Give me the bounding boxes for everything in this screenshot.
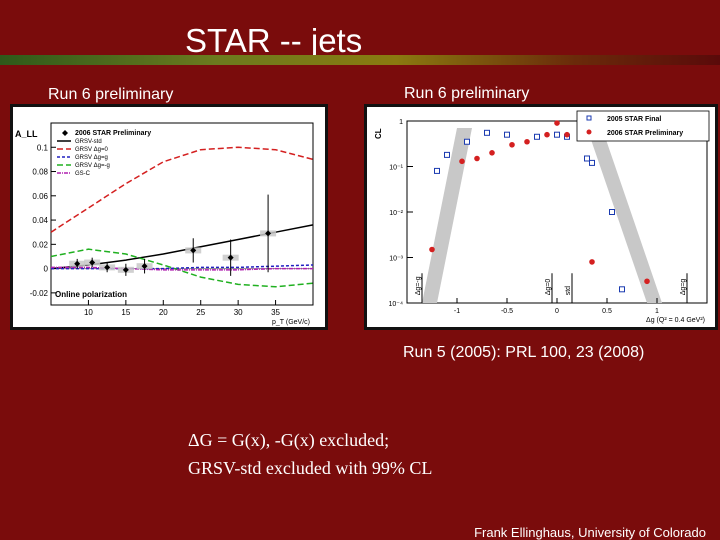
- data-point-final: [444, 151, 450, 158]
- slide-title: STAR -- jets: [185, 22, 363, 59]
- data-point-final: [464, 138, 470, 145]
- data-point-preliminary: [429, 246, 435, 253]
- legend-entry: 2005 STAR Final: [607, 116, 661, 123]
- data-point: [74, 260, 81, 267]
- confidence-chart-panel: 10⁻⁴ 10⁻³ 10⁻² 10⁻¹ 1 -1 -0.5 0 0.5 1 CL Δg (Q² = 0…: [364, 104, 718, 330]
- data-point: [89, 259, 96, 266]
- x-axis-label: Δg (Q² = 0.4 GeV²): [646, 317, 705, 324]
- y-tick-label: 0.1: [37, 143, 49, 152]
- reference-label: std: [565, 286, 572, 295]
- conclusion-line-1: ΔG = G(x), -G(x) excluded;: [188, 430, 390, 450]
- x-tick-label: -0.5: [501, 308, 513, 315]
- plot-frame: [50, 122, 314, 306]
- legend-box: [576, 110, 710, 142]
- data-point-preliminary: [554, 120, 560, 126]
- x-tick-label: -1: [454, 308, 460, 315]
- data-point-final: [589, 159, 595, 166]
- data-point-preliminary: [509, 141, 515, 148]
- reference-label: Δg=-g: [415, 276, 422, 295]
- legend-entry: GRSV Δg=0: [75, 147, 109, 153]
- cl-band: [587, 128, 662, 303]
- x-tick-label: 35: [271, 308, 280, 317]
- y-tick-label: 0.02: [32, 240, 48, 249]
- data-point-final: [554, 131, 560, 138]
- y-tick-label: 0.08: [32, 168, 48, 177]
- reference-label: Δg=0: [545, 279, 552, 296]
- legend-entry: GRSV Δg=-g: [75, 163, 110, 169]
- right-panel-label: Run 6 preliminary: [404, 85, 530, 102]
- data-point-final: [504, 131, 510, 138]
- data-point-preliminary: [544, 131, 550, 138]
- legend-entry: 2006 STAR Preliminary: [75, 130, 151, 137]
- y-tick-label: 10⁻⁴: [389, 301, 404, 308]
- asymmetry-chart: -0.02 0 0.02 0.04 0.06 0.08 0.1 10 15 20 25 30 35 A_L…: [15, 122, 314, 326]
- y-tick-label: 10⁻³: [389, 256, 403, 263]
- title-underline: [0, 55, 720, 65]
- data-point: [227, 254, 234, 261]
- theory-curve: [51, 266, 313, 271]
- x-axis-label: p_T (GeV/c): [272, 319, 310, 326]
- theory-curve: [51, 264, 314, 270]
- legend-entry: GS-C: [75, 171, 91, 177]
- data-point: [141, 263, 148, 270]
- data-point: [265, 230, 272, 237]
- legend-marker: [586, 115, 592, 121]
- x-tick-label: 1: [655, 308, 659, 315]
- annotation: Online polarization: [55, 290, 127, 299]
- legend-entry: GRSV-std: [75, 139, 102, 145]
- legend-marker: [586, 129, 592, 135]
- x-tick-label: 0.5: [602, 308, 612, 315]
- data-point-preliminary: [644, 278, 650, 285]
- data-point-final: [434, 167, 440, 174]
- y-tick-label: 10⁻¹: [389, 165, 403, 172]
- x-tick-label: 25: [196, 308, 205, 317]
- reference-label: Δg=g: [680, 279, 687, 296]
- x-tick-label: 30: [234, 308, 243, 317]
- data-point-final: [619, 286, 625, 293]
- left-panel-label: Run 6 preliminary: [48, 86, 174, 103]
- data-point-preliminary: [524, 138, 530, 145]
- y-tick-label: 0: [44, 265, 49, 274]
- y-tick-label: 10⁻²: [389, 210, 403, 217]
- legend-entry: 2006 STAR Preliminary: [607, 130, 683, 137]
- confidence-chart: 10⁻⁴ 10⁻³ 10⁻² 10⁻¹ 1 -1 -0.5 0 0.5 1 CL Δg (Q² = 0…: [374, 110, 710, 324]
- conclusion-text: ΔG = G(x), -G(x) excluded; GRSV-std excl…: [188, 426, 432, 482]
- x-tick-label: 0: [555, 308, 559, 315]
- y-tick-label: 1: [399, 119, 403, 126]
- x-tick-label: 15: [121, 308, 130, 317]
- data-point-preliminary: [589, 259, 595, 265]
- data-point: [122, 266, 129, 273]
- y-axis-label: A_LL: [15, 129, 38, 139]
- data-point: [190, 247, 197, 254]
- data-point-final: [609, 209, 615, 215]
- data-point-preliminary: [489, 150, 495, 156]
- data-point: [104, 264, 111, 271]
- reference-citation: Run 5 (2005): PRL 100, 23 (2008): [403, 344, 645, 361]
- conclusion-line-2: GRSV-std excluded with 99% CL: [188, 458, 433, 478]
- cl-band: [422, 128, 472, 303]
- legend-entry: GRSV Δg=g: [75, 155, 108, 161]
- data-point-preliminary: [564, 131, 570, 138]
- data-point-final: [534, 133, 540, 140]
- footer-credit: Frank Ellinghaus, University of Colorado: [474, 525, 706, 540]
- data-point-final: [484, 129, 490, 136]
- y-tick-label: -0.02: [30, 289, 49, 298]
- y-tick-label: 0.06: [32, 192, 48, 201]
- data-point-final: [584, 155, 590, 162]
- y-axis-label: CL: [374, 128, 383, 139]
- asymmetry-chart-panel: -0.02 0 0.02 0.04 0.06 0.08 0.1 10 15 20 25 30 35 A_L…: [10, 104, 328, 330]
- legend-marker: [62, 130, 68, 136]
- data-point-preliminary: [459, 158, 465, 165]
- x-tick-label: 10: [84, 308, 93, 317]
- x-tick-label: 20: [159, 308, 168, 317]
- y-tick-label: 0.04: [32, 216, 48, 225]
- data-point-preliminary: [474, 155, 480, 162]
